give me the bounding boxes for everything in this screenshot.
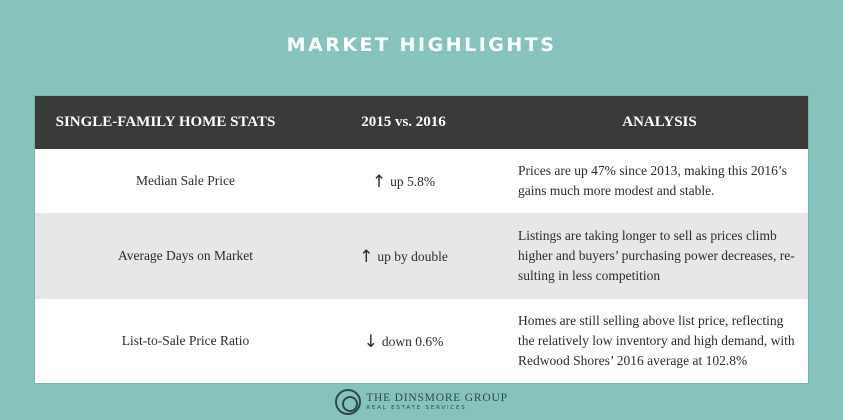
table-row: Median Sale Price ↑ up 5.8% Prices are up… [35,149,808,213]
stat-analysis: Homes are still selling above list price… [518,313,795,368]
stat-name: Median Sale Price [136,173,235,188]
stat-name: List-to-Sale Price Ratio [121,333,250,348]
table-header: SINGLE-FAMILY HOME STATS 2015 vs. 2016 A… [35,96,808,149]
arrow-down-icon: ↓ [363,332,378,352]
market-stats-table: SINGLE-FAMILY HOME STATS 2015 vs. 2016 A… [35,96,808,383]
page-title: MARKET HIGHLIGHTS [286,34,557,56]
stat-name: Average Days on Market [117,248,254,263]
table-row: List-to-Sale Price Ratio ↓ down 0.6% Home… [35,299,808,383]
stat-change: ↓ down 0.6% [296,331,511,352]
arrow-up-icon: ↑ [359,247,374,267]
logo-tagline: REAL ESTATE SERVICES [366,405,467,411]
stat-analysis: Prices are up 47% since 2013, making thi… [518,163,787,198]
company-logo: THE DINSMORE GROUP REAL ESTATE SERVICES [0,384,843,420]
stat-change: ↑ up by double [296,246,511,267]
table-row: Average Days on Market ↑ up by double Lis… [35,213,808,299]
logo-text: THE DINSMORE GROUP REAL ESTATE SERVICES [366,392,508,412]
logo-emblem-icon [335,389,362,415]
stat-change: ↑ up 5.8% [296,171,511,192]
stat-analysis: Listings are taking longer to sell as pr… [518,228,795,283]
change-text: up by double [377,249,448,264]
header-analysis: ANALYSIS [622,114,697,130]
header-comparison: 2015 vs. 2016 [361,114,446,130]
change-text: down 0.6% [381,334,444,349]
logo-name: THE DINSMORE GROUP [366,392,508,404]
arrow-up-icon: ↑ [371,172,387,192]
logo-group: THE DINSMORE GROUP REAL ESTATE SERVICES [335,389,508,415]
header-stats: SINGLE-FAMILY HOME STATS [55,114,276,130]
change-text: up 5.8% [390,174,436,189]
